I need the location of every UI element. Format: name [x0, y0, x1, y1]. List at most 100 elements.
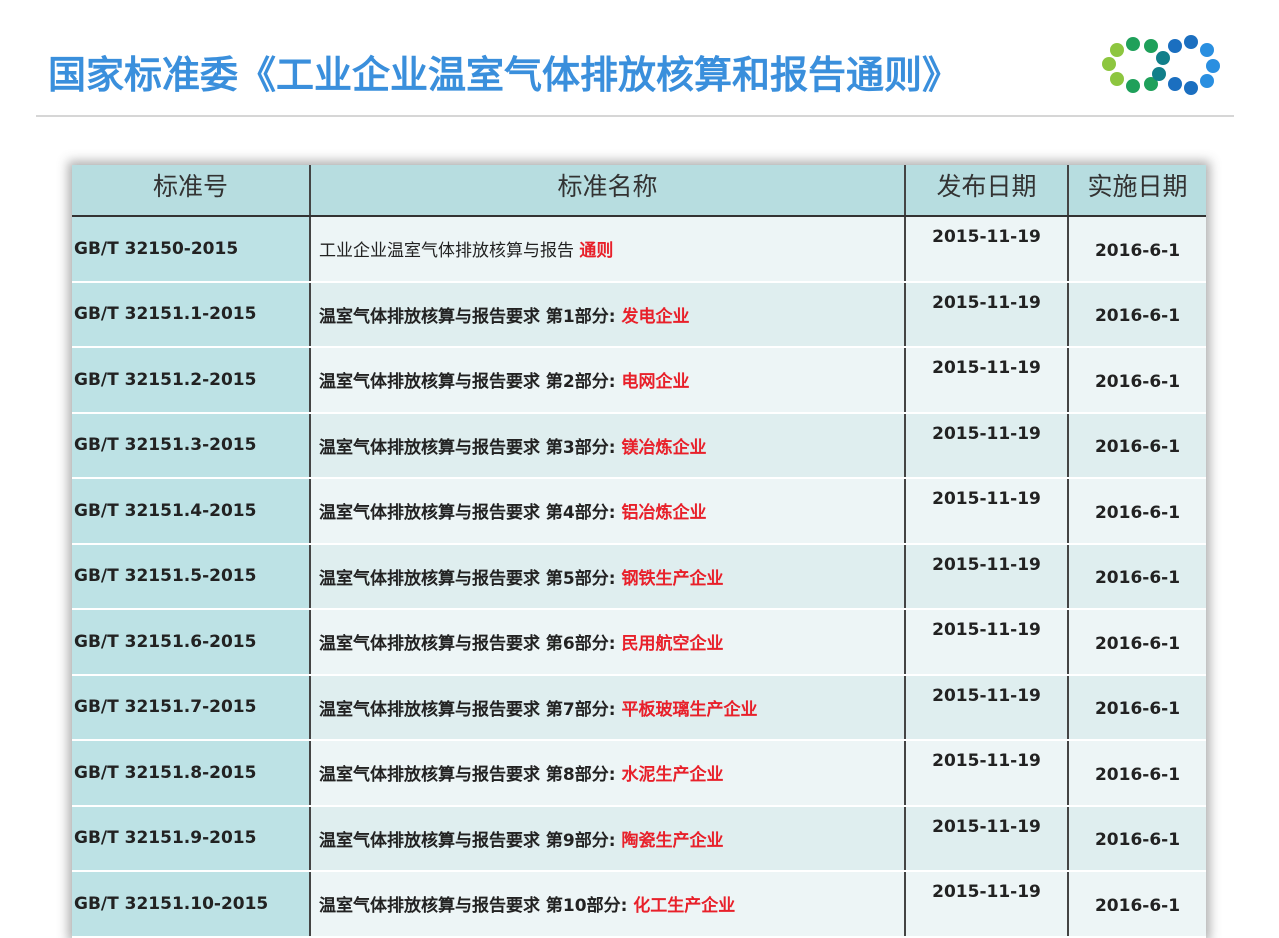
table-row: GB/T 32151.8-2015 温室气体排放核算与报告要求 第8部分: 水泥…	[72, 740, 1206, 807]
table-row: GB/T 32151.1-2015 温室气体排放核算与报告要求 第1部分: 发电…	[72, 281, 1206, 348]
standard-code: GB/T 32151.10-2015	[72, 871, 311, 938]
standard-name: 温室气体排放核算与报告要求 第6部分: 民用航空企业	[310, 609, 906, 676]
logo-dot	[1168, 77, 1182, 91]
effective-date: 2016-6-1	[1068, 609, 1206, 676]
header-name: 标准名称	[310, 165, 906, 217]
logo-dot	[1184, 35, 1198, 49]
standard-code: GB/T 32151.3-2015	[72, 412, 311, 479]
standard-name-highlight: 镁冶炼企业	[621, 437, 707, 458]
logo-dot	[1144, 77, 1158, 91]
table-row: GB/T 32150-2015 工业企业温室气体排放核算与报告 通则 2015-…	[72, 216, 1206, 283]
published-date: 2015-11-19	[905, 609, 1069, 676]
published-date: 2015-11-19	[905, 281, 1069, 348]
logo-dot	[1206, 59, 1220, 73]
standard-name: 温室气体排放核算与报告要求 第5部分: 钢铁生产企业	[310, 543, 906, 610]
logo-dot	[1168, 39, 1182, 53]
table-row: GB/T 32151.7-2015 温室气体排放核算与报告要求 第7部分: 平板…	[72, 674, 1206, 741]
standard-name-text: 温室气体排放核算与报告要求 第5部分:	[319, 568, 622, 589]
published-date: 2015-11-19	[905, 543, 1069, 610]
logo-dot	[1102, 57, 1116, 71]
standard-name-highlight: 钢铁生产企业	[621, 568, 724, 589]
effective-date: 2016-6-1	[1068, 740, 1206, 807]
standard-name-highlight: 陶瓷生产企业	[621, 830, 724, 851]
standard-name-text: 温室气体排放核算与报告要求 第2部分:	[319, 372, 622, 393]
published-date: 2015-11-19	[905, 805, 1069, 872]
standard-name-highlight: 化工生产企业	[633, 896, 736, 917]
standard-name-text: 温室气体排放核算与报告要求 第7部分:	[319, 699, 622, 720]
logo-dot	[1152, 67, 1166, 81]
published-date: 2015-11-19	[905, 478, 1069, 545]
standard-name: 温室气体排放核算与报告要求 第8部分: 水泥生产企业	[310, 740, 906, 807]
standard-name: 温室气体排放核算与报告要求 第9部分: 陶瓷生产企业	[310, 805, 906, 872]
effective-date: 2016-6-1	[1068, 347, 1206, 414]
standard-name: 温室气体排放核算与报告要求 第3部分: 镁冶炼企业	[310, 412, 906, 479]
header-code: 标准号	[72, 165, 311, 217]
table-row: GB/T 32151.5-2015 温室气体排放核算与报告要求 第5部分: 钢铁…	[72, 543, 1206, 610]
standard-code: GB/T 32151.7-2015	[72, 674, 311, 741]
effective-date: 2016-6-1	[1068, 412, 1206, 479]
standard-name-text: 温室气体排放核算与报告要求 第3部分:	[319, 437, 622, 458]
table-row: GB/T 32151.10-2015 温室气体排放核算与报告要求 第10部分: …	[72, 871, 1206, 938]
standard-code: GB/T 32151.4-2015	[72, 478, 311, 545]
header-published: 发布日期	[905, 165, 1069, 217]
standard-name: 工业企业温室气体排放核算与报告 通则	[310, 216, 906, 283]
table-row: GB/T 32151.3-2015 温室气体排放核算与报告要求 第3部分: 镁冶…	[72, 412, 1206, 479]
logo-dot	[1126, 37, 1140, 51]
standard-code: GB/T 32151.9-2015	[72, 805, 311, 872]
standard-name-highlight: 平板玻璃生产企业	[621, 699, 758, 720]
table-row: GB/T 32151.2-2015 温室气体排放核算与报告要求 第2部分: 电网…	[72, 347, 1206, 414]
page-title: 国家标准委《工业企业温室气体排放核算和报告通则》	[48, 53, 961, 97]
effective-date: 2016-6-1	[1068, 674, 1206, 741]
standard-name-text: 温室气体排放核算与报告要求 第4部分:	[319, 503, 622, 524]
standard-name-text: 工业企业温室气体排放核算与报告	[319, 241, 580, 262]
logo-dot	[1110, 43, 1124, 57]
published-date: 2015-11-19	[905, 674, 1069, 741]
effective-date: 2016-6-1	[1068, 543, 1206, 610]
standard-code: GB/T 32151.6-2015	[72, 609, 311, 676]
logo-icon	[1102, 35, 1220, 95]
table-row: GB/T 32151.6-2015 温室气体排放核算与报告要求 第6部分: 民用…	[72, 609, 1206, 676]
standard-name-text: 温室气体排放核算与报告要求 第8部分:	[319, 765, 622, 786]
standard-name-highlight: 发电企业	[621, 306, 690, 327]
logo-dot	[1200, 74, 1214, 88]
standard-name-text: 温室气体排放核算与报告要求 第9部分:	[319, 830, 622, 851]
standard-name-highlight: 电网企业	[621, 372, 690, 393]
standard-code: GB/T 32150-2015	[72, 216, 311, 283]
logo-dot	[1156, 51, 1170, 65]
effective-date: 2016-6-1	[1068, 216, 1206, 283]
standard-name-highlight: 水泥生产企业	[621, 765, 724, 786]
effective-date: 2016-6-1	[1068, 805, 1206, 872]
standard-name-text: 温室气体排放核算与报告要求 第10部分:	[319, 896, 634, 917]
effective-date: 2016-6-1	[1068, 871, 1206, 938]
standard-name: 温室气体排放核算与报告要求 第1部分: 发电企业	[310, 281, 906, 348]
logo-dot	[1184, 81, 1198, 95]
logo-dot	[1144, 39, 1158, 53]
standard-name: 温室气体排放核算与报告要求 第2部分: 电网企业	[310, 347, 906, 414]
standard-name-text: 温室气体排放核算与报告要求 第1部分:	[319, 306, 622, 327]
published-date: 2015-11-19	[905, 412, 1069, 479]
standard-name-highlight: 民用航空企业	[621, 634, 724, 655]
logo-dot	[1200, 43, 1214, 57]
logo-dot	[1126, 79, 1140, 93]
standard-code: GB/T 32151.2-2015	[72, 347, 311, 414]
standard-name-text: 温室气体排放核算与报告要求 第6部分:	[319, 634, 622, 655]
table-row: GB/T 32151.9-2015 温室气体排放核算与报告要求 第9部分: 陶瓷…	[72, 805, 1206, 872]
table-header: 标准号 标准名称 发布日期 实施日期	[72, 165, 1206, 217]
standard-code: GB/T 32151.5-2015	[72, 543, 311, 610]
published-date: 2015-11-19	[905, 216, 1069, 283]
standard-name: 温室气体排放核算与报告要求 第4部分: 铝冶炼企业	[310, 478, 906, 545]
standard-code: GB/T 32151.1-2015	[72, 281, 311, 348]
effective-date: 2016-6-1	[1068, 281, 1206, 348]
published-date: 2015-11-19	[905, 347, 1069, 414]
standards-table: 标准号 标准名称 发布日期 实施日期 GB/T 32150-2015 工业企业温…	[72, 165, 1206, 938]
effective-date: 2016-6-1	[1068, 478, 1206, 545]
table-row: GB/T 32151.4-2015 温室气体排放核算与报告要求 第4部分: 铝冶…	[72, 478, 1206, 545]
logo-dot	[1110, 72, 1124, 86]
published-date: 2015-11-19	[905, 740, 1069, 807]
standard-name-highlight: 铝冶炼企业	[621, 503, 707, 524]
standard-name: 温室气体排放核算与报告要求 第10部分: 化工生产企业	[310, 871, 906, 938]
header-effective: 实施日期	[1068, 165, 1206, 217]
published-date: 2015-11-19	[905, 871, 1069, 938]
standard-name-highlight: 通则	[579, 241, 614, 262]
divider	[36, 115, 1234, 117]
